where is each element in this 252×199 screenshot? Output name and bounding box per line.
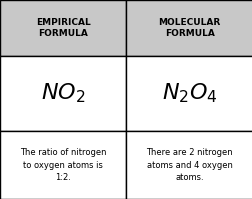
- Bar: [0, 0, 126, 56]
- Bar: [0, 56, 126, 131]
- Text: The ratio of nitrogen
to oxygen atoms is
1:2.: The ratio of nitrogen to oxygen atoms is…: [20, 148, 106, 182]
- Bar: [0, 131, 126, 199]
- Text: MOLECULAR
FORMULA: MOLECULAR FORMULA: [158, 18, 220, 38]
- Bar: [126, 131, 252, 199]
- Text: There are 2 nitrogen
atoms and 4 oxygen
atoms.: There are 2 nitrogen atoms and 4 oxygen …: [146, 148, 232, 182]
- Bar: [126, 0, 252, 56]
- Text: EMPIRICAL
FORMULA: EMPIRICAL FORMULA: [36, 18, 90, 38]
- Text: $\mathit{N_2O_4}$: $\mathit{N_2O_4}$: [161, 82, 217, 105]
- Text: $\mathit{NO_2}$: $\mathit{NO_2}$: [41, 82, 85, 105]
- Bar: [126, 56, 252, 131]
